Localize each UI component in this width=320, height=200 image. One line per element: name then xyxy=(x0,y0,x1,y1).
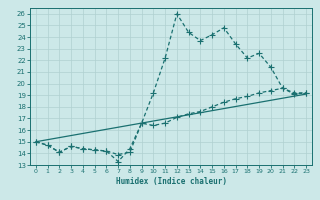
X-axis label: Humidex (Indice chaleur): Humidex (Indice chaleur) xyxy=(116,177,227,186)
